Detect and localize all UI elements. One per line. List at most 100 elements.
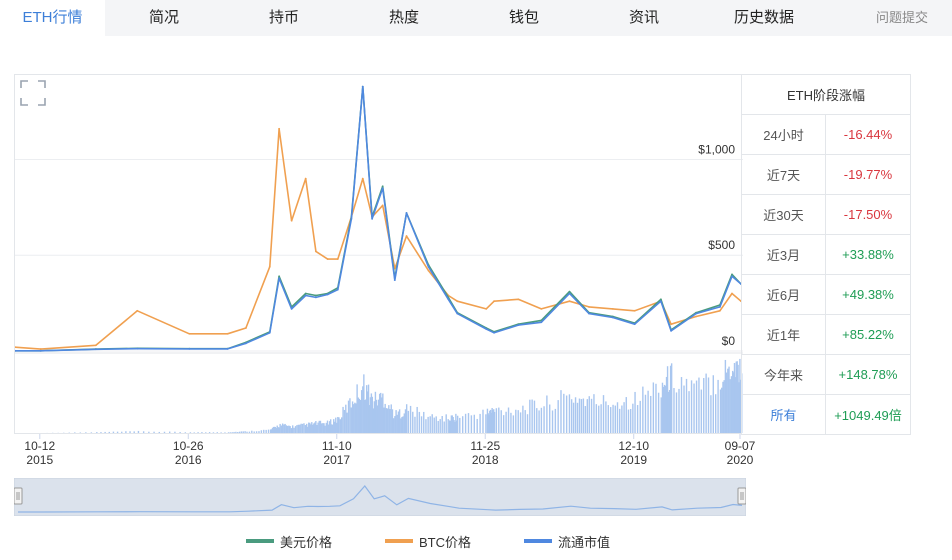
volume-bar [476,418,478,433]
legend-usd-price[interactable]: 美元价格 [246,532,332,550]
tab-overview[interactable]: 简况 [148,9,179,26]
volume-bar [578,398,581,433]
tab-wallet[interactable]: 钱包 [508,9,539,26]
volume-bar [153,431,155,433]
volume-bar [735,361,737,433]
volume-bar [734,377,737,433]
volume-bar [342,406,344,433]
volume-bar [664,385,667,433]
data-point [290,219,293,222]
navigator-handle-left[interactable] [14,487,23,505]
volume-bar [730,376,733,433]
volume-bar [299,424,301,433]
tab-holdings[interactable]: 持币 [268,9,299,26]
data-point [393,279,396,282]
tab-history-data[interactable]: 历史数据 [733,9,794,26]
data-point [568,290,571,293]
volume-bar [487,413,489,433]
volume-bar [272,426,275,433]
volume-bar [600,404,602,433]
data-point [326,258,329,260]
volume-bar [632,403,634,433]
volume-bar [337,416,339,433]
volume-bar [405,404,408,433]
volume-bar [90,432,93,433]
volume-bar [142,431,145,433]
data-point [540,321,543,324]
volume-bar [357,397,359,433]
volume-bar [621,405,623,433]
volume-bar [235,431,237,433]
volume-bar [327,424,330,433]
legend-market-cap[interactable]: 流通市值 [524,532,610,550]
volume-bar [529,399,531,433]
data-point [278,127,281,130]
volume-bar [722,381,724,433]
price-chart: $1,000 $500 $0 [14,80,743,433]
volume-bar [133,431,135,433]
volume-bar [279,423,281,433]
volume-bar [278,427,280,433]
volume-bar [288,425,290,433]
tab-eth-market[interactable]: ETH行情 [0,0,105,36]
volume-bar [267,429,270,433]
tab-news[interactable]: 资讯 [628,9,659,26]
navigator-handle-right[interactable] [737,487,746,505]
volume-bar [623,402,625,433]
stat-value: -17.50% [825,194,911,235]
volume-bar [739,358,741,433]
volume-bar [316,425,318,433]
volume-bar [237,432,239,433]
data-point [517,298,520,301]
expand-icon[interactable] [20,80,46,106]
data-point [427,265,430,268]
data-point [588,306,590,308]
volume-bar [246,431,248,433]
data-point [517,324,520,327]
volume-bar [418,411,421,433]
range-navigator[interactable] [14,478,746,516]
data-point [485,328,488,330]
volume-bar [500,410,502,433]
data-point [14,346,16,349]
legend-btc-price[interactable]: BTC价格 [385,532,471,550]
data-point [659,298,662,301]
volume-bar [473,414,475,433]
volume-bar [310,424,312,433]
volume-bar [311,422,313,433]
stat-label-all[interactable]: 所有 [741,394,826,435]
tab-popularity[interactable]: 热度 [388,9,419,26]
volume-bar [590,398,593,433]
volume-bar [208,432,211,433]
volume-bar [255,431,258,433]
data-point [731,292,733,295]
volume-bar [470,415,473,433]
volume-bar [375,399,378,433]
data-point [405,235,408,237]
volume-bar [673,388,675,433]
data-point [188,332,191,335]
volume-bar [104,431,106,433]
data-point [731,275,733,278]
volume-bar [670,363,673,433]
stat-value: +85.22% [825,314,911,355]
volume-bar [294,426,297,433]
volume-bar [612,404,614,433]
volume-bar [374,391,377,433]
volume-bar [448,420,451,433]
volume-bar [576,402,579,433]
volume-bar [274,426,277,433]
volume-bar [251,430,253,433]
feedback-link[interactable]: 问题提交 [875,10,928,25]
data-point [493,331,495,334]
volume-bar [725,372,728,433]
volume-bar [647,390,649,433]
data-point [14,349,16,352]
volume-bar [353,404,355,433]
volume-bar [625,397,627,433]
volume-bar [736,361,738,433]
x-tick-year: 2019 [620,453,647,467]
volume-bar [425,419,427,433]
volume-bar [370,393,373,433]
